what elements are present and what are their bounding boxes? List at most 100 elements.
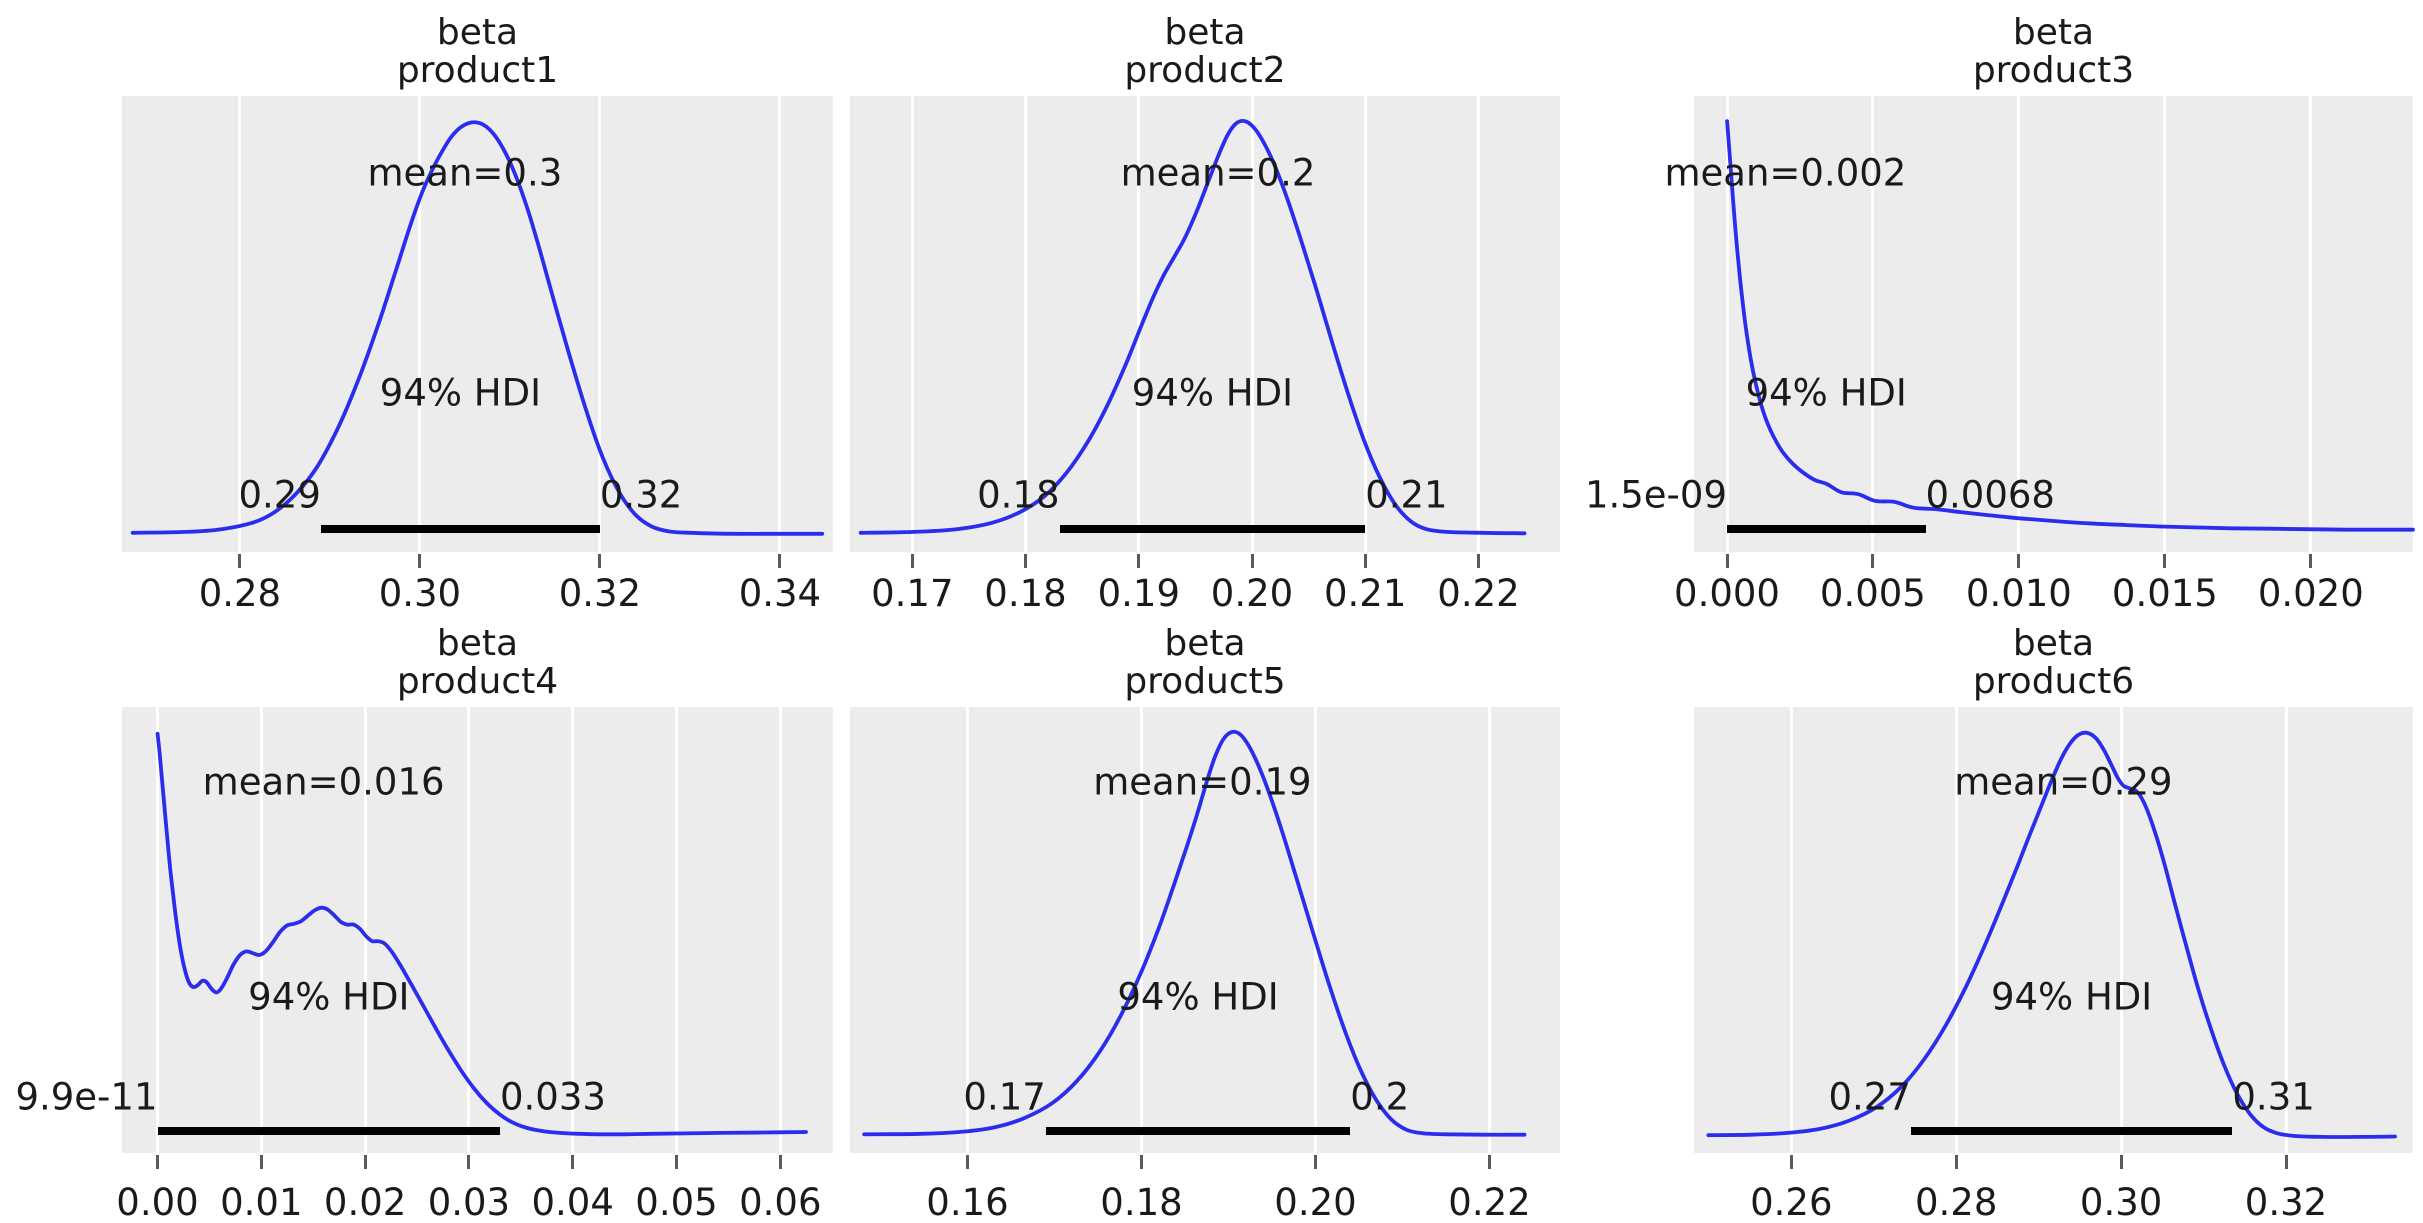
kde-curve bbox=[858, 118, 1527, 536]
hdi-high-label: 0.033 bbox=[500, 1075, 606, 1119]
x-tick-label: 0.03 bbox=[427, 1181, 511, 1223]
kde-curve bbox=[862, 729, 1527, 1137]
plot-title: beta product6 bbox=[1694, 613, 2413, 701]
gridline bbox=[156, 707, 159, 1153]
x-tick-label: 0.010 bbox=[1965, 572, 2072, 615]
gridline bbox=[259, 707, 263, 1153]
x-tick bbox=[966, 1155, 969, 1169]
gridline bbox=[2119, 707, 2123, 1153]
plot-title: beta product1 bbox=[122, 2, 833, 90]
plot-area: mean=0.29 94% HDI 0.27 0.31 bbox=[1694, 707, 2413, 1153]
gridline bbox=[1477, 96, 1480, 552]
x-tick-label: 0.16 bbox=[926, 1181, 1009, 1223]
kde-curve bbox=[1706, 730, 2397, 1139]
x-tick-label: 0.00 bbox=[116, 1181, 199, 1223]
hdi-low-label: 1.5e-09 bbox=[1584, 473, 1727, 517]
x-tick-label: 0.020 bbox=[2257, 572, 2364, 615]
hdi-high-label: 0.21 bbox=[1365, 473, 1448, 517]
x-tick-label: 0.22 bbox=[1437, 572, 1520, 615]
x-tick-label: 0.34 bbox=[738, 572, 822, 615]
gridline bbox=[1488, 707, 1491, 1153]
x-tick bbox=[259, 1155, 263, 1169]
gridline bbox=[1954, 707, 1958, 1153]
gridline bbox=[418, 96, 422, 552]
gridline bbox=[598, 96, 602, 552]
hdi-interval-bar bbox=[1910, 1126, 2233, 1135]
hdi-high-label: 0.31 bbox=[2232, 1075, 2315, 1119]
x-tick-label: 0.26 bbox=[1750, 1181, 1833, 1223]
gridline bbox=[910, 96, 914, 552]
x-tick-label: 0.015 bbox=[2111, 572, 2218, 615]
plot-title: beta product4 bbox=[122, 613, 833, 701]
hdi-interval-bar bbox=[1045, 1126, 1351, 1135]
kde-curve-path bbox=[1706, 730, 2397, 1139]
x-tick-label: 0.22 bbox=[1448, 1181, 1531, 1223]
x-tick-label: 0.17 bbox=[871, 572, 954, 615]
title-coord: product6 bbox=[1972, 660, 2135, 702]
x-tick-label: 0.32 bbox=[2244, 1181, 2328, 1223]
gridline bbox=[778, 96, 782, 552]
x-tick bbox=[1024, 554, 1027, 568]
hdi-label: 94% HDI bbox=[1990, 975, 2153, 1019]
gridline bbox=[363, 707, 367, 1153]
x-tick-label: 0.02 bbox=[323, 1181, 407, 1223]
mean-label: mean=0.002 bbox=[1664, 151, 1907, 195]
mean-label: mean=0.19 bbox=[1093, 760, 1312, 804]
x-tick-label: 0.21 bbox=[1323, 572, 1407, 615]
gridline bbox=[2309, 96, 2313, 552]
hdi-interval-bar bbox=[320, 525, 600, 534]
x-tick-label: 0.18 bbox=[1100, 1181, 1183, 1223]
x-tick-label: 0.30 bbox=[378, 572, 462, 615]
plot-area: mean=0.19 94% HDI 0.17 0.2 bbox=[850, 707, 1560, 1153]
gridline bbox=[2163, 96, 2167, 552]
x-tick-label: 0.30 bbox=[2079, 1181, 2163, 1223]
kde-curve bbox=[130, 120, 825, 536]
x-tick-label: 0.32 bbox=[558, 572, 642, 615]
gridline bbox=[1871, 96, 1875, 552]
title-variable: beta bbox=[2012, 622, 2095, 664]
hdi-label: 94% HDI bbox=[1745, 371, 1907, 415]
plot-area: mean=0.002 94% HDI 1.5e-09 0.0068 bbox=[1585, 96, 2415, 552]
x-tick bbox=[156, 1155, 159, 1169]
hdi-high-label: 0.0068 bbox=[1925, 473, 2055, 517]
x-tick bbox=[1140, 1155, 1143, 1169]
title-variable: beta bbox=[1164, 622, 1246, 664]
plot-area: mean=0.016 94% HDI 9.9e-11 0.033 bbox=[15, 707, 833, 1153]
x-tick-label: 0.19 bbox=[1097, 572, 1180, 615]
gridline bbox=[1363, 96, 1367, 552]
hdi-interval-bar bbox=[1727, 525, 1926, 534]
gridline bbox=[238, 96, 242, 552]
x-tick bbox=[363, 1155, 367, 1169]
kde-curve-path bbox=[130, 120, 825, 536]
hdi-low-label: 0.27 bbox=[1828, 1075, 1911, 1119]
x-tick-label: 0.18 bbox=[984, 572, 1067, 615]
title-coord: product2 bbox=[1124, 49, 1286, 91]
x-tick bbox=[1954, 1155, 1958, 1169]
kde-curve-path bbox=[155, 731, 808, 1137]
title-coord: product1 bbox=[396, 49, 559, 91]
x-tick-label: 0.01 bbox=[220, 1181, 303, 1223]
gridline bbox=[467, 707, 471, 1153]
x-tick bbox=[1250, 554, 1254, 568]
gridline bbox=[1789, 707, 1793, 1153]
hdi-low-label: 0.29 bbox=[238, 473, 321, 517]
hdi-label: 94% HDI bbox=[1131, 371, 1294, 415]
gridline bbox=[966, 707, 969, 1153]
gridline bbox=[1250, 96, 1254, 552]
x-tick bbox=[2017, 554, 2021, 568]
gridline bbox=[1314, 707, 1317, 1153]
x-tick-label: 0.06 bbox=[739, 1181, 822, 1223]
mean-label: mean=0.29 bbox=[1954, 760, 2173, 804]
x-tick bbox=[675, 1155, 678, 1169]
gridline bbox=[2284, 707, 2288, 1153]
hdi-low-label: 0.18 bbox=[977, 473, 1060, 517]
x-tick bbox=[910, 554, 914, 568]
x-tick bbox=[418, 554, 422, 568]
hdi-label: 94% HDI bbox=[1117, 975, 1279, 1019]
gridline bbox=[1137, 96, 1141, 552]
gridline bbox=[571, 707, 575, 1153]
x-tick-label: 0.28 bbox=[1914, 1181, 1998, 1223]
plot-title: beta product2 bbox=[850, 2, 1560, 90]
mean-label: mean=0.016 bbox=[202, 760, 445, 804]
